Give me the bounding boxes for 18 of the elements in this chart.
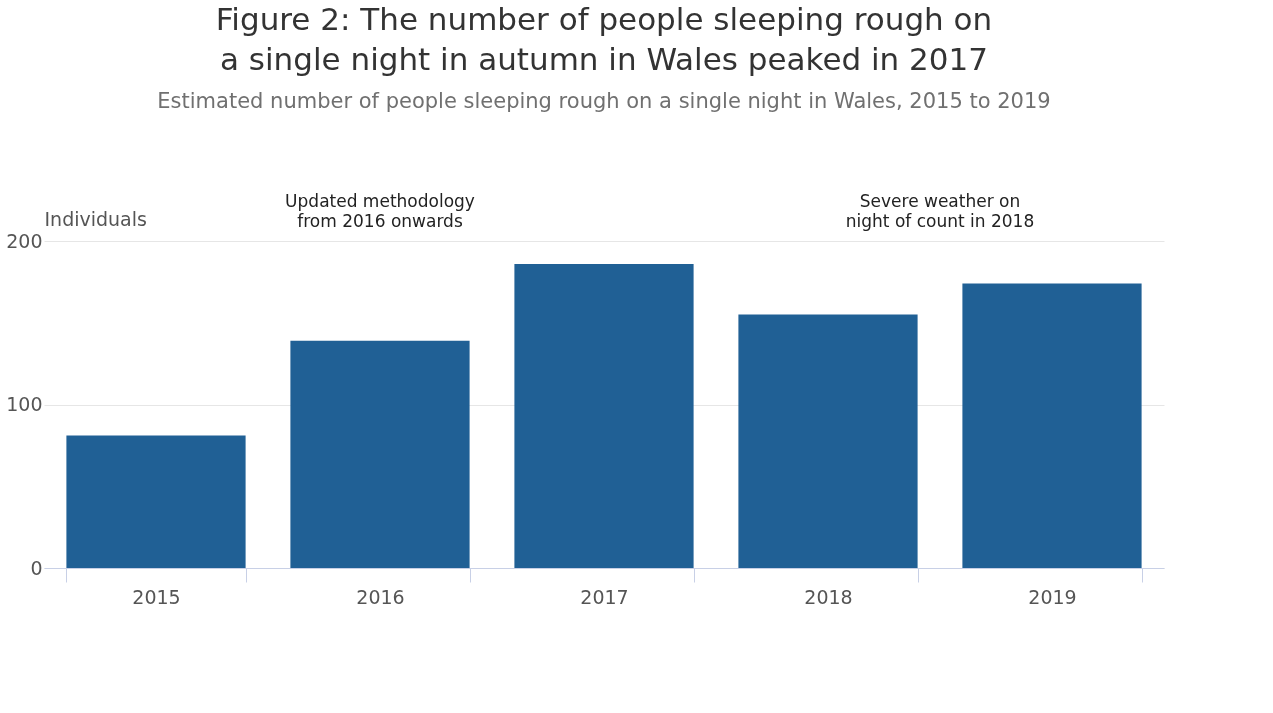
chart-title: Figure 2: The number of people sleeping rough on a single night in autumn in Wales peaked in 2017 (215, 1, 993, 77)
y-tick-label: 200 (6, 229, 43, 252)
x-tick-label: 2018 (804, 585, 853, 608)
bar (514, 263, 694, 568)
x-tick-label: 2016 (356, 585, 405, 608)
text: Severe weather on night of count in 2018 (845, 191, 1035, 231)
x-tick-label: 2015 (132, 585, 181, 608)
x-tick-label: 2019 (1028, 585, 1077, 608)
x-tick-label: 2017 (580, 585, 629, 608)
text: Updated methodology from 2016 onwards (285, 191, 475, 231)
bar (962, 283, 1142, 568)
bar (738, 314, 918, 568)
y-tick-label: 100 (6, 393, 43, 415)
chart-subtitle: Estimated number of people sleeping rough on a single night in Wales, 2015 to 2019 (157, 89, 1051, 113)
y-tick-label: 0 (30, 556, 43, 579)
bar (290, 340, 470, 568)
bar (66, 435, 246, 568)
y-axis-title: Individuals (44, 207, 147, 230)
